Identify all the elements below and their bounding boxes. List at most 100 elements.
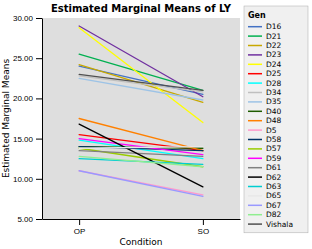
legend-label: D65 [266, 191, 282, 200]
legend-swatch [248, 139, 262, 141]
x-tick: OP [74, 219, 86, 236]
legend-title: Gen [248, 11, 266, 20]
legend-label: Vishala [266, 220, 293, 229]
x-tick-label: OP [74, 227, 86, 236]
chart-svg: 5.00 10.00 15.00 20.00 25.00 30.00 OP SO Estimat… [0, 0, 312, 249]
legend-label: D63 [266, 182, 282, 191]
legend-entry: D62 [248, 173, 282, 182]
legend-swatch [248, 120, 262, 122]
legend-label: D61 [266, 163, 282, 172]
legend-swatch [248, 176, 262, 178]
series-line [79, 147, 203, 149]
series-line [79, 139, 203, 155]
legend-swatch [248, 129, 262, 131]
series-line [79, 74, 203, 90]
y-tick-label: 15.00 [13, 135, 34, 144]
legend-label: D23 [266, 50, 282, 59]
y-tick-label: 20.00 [13, 94, 34, 103]
series-line [79, 65, 203, 103]
series-line [79, 124, 203, 187]
legend-entry: D25 [248, 69, 282, 78]
y-tick: 10.00 [13, 175, 42, 184]
x-tick-mark [203, 219, 204, 225]
legend-label: D62 [266, 173, 282, 182]
y-axis-line [42, 19, 43, 220]
x-axis: OP SO [43, 219, 241, 236]
legend-label: D22 [266, 41, 282, 50]
series-line [79, 54, 203, 90]
series-line [79, 156, 203, 166]
legend-label: D59 [266, 154, 282, 163]
plot: 5.00 10.00 15.00 20.00 25.00 30.00 OP SO [13, 14, 241, 236]
legend-swatch [248, 45, 262, 47]
y-tick: 30.00 [13, 14, 42, 23]
legend: GenD16D21D22D23D24D25D28D34D35D40D48D5D5… [244, 6, 308, 233]
legend-label: D24 [266, 60, 282, 69]
x-tick-label: SO [198, 227, 210, 236]
legend-entry: D35 [248, 97, 282, 106]
legend-label: D82 [266, 210, 282, 219]
legend-label: D25 [266, 69, 282, 78]
legend-label: D35 [266, 97, 282, 106]
chart-title: Estimated Marginal Means of LY [51, 3, 232, 14]
y-tick-mark [36, 18, 42, 19]
legend-entry: D61 [248, 163, 282, 172]
legend-swatch [248, 186, 262, 188]
legend-swatch [248, 54, 262, 56]
legend-label: D58 [266, 135, 282, 144]
legend-label: D28 [266, 79, 282, 88]
legend-entry: D22 [248, 41, 282, 50]
legend-box [244, 6, 308, 233]
series-line [79, 171, 203, 197]
series-line [79, 78, 203, 100]
legend-entry: D58 [248, 135, 282, 144]
legend-swatch [248, 73, 262, 75]
legend-swatch [248, 148, 262, 150]
legend-entry: D24 [248, 60, 282, 69]
legend-entry: D59 [248, 154, 282, 163]
y-tick: 25.00 [13, 54, 42, 63]
legend-label: D34 [266, 88, 282, 97]
lines [79, 26, 203, 196]
legend-entry: D34 [248, 88, 282, 97]
legend-entry: D82 [248, 210, 282, 219]
legend-swatch [248, 92, 262, 94]
legend-swatch [248, 35, 262, 37]
series-line [79, 28, 203, 123]
y-tick: 20.00 [13, 94, 42, 103]
legend-label: D57 [266, 144, 282, 153]
y-tick: 15.00 [13, 135, 42, 144]
legend-swatch [248, 158, 262, 160]
series-line [79, 148, 203, 166]
legend-entry: D5 [248, 126, 277, 135]
y-axis-title: Estimated Marginal Means [1, 59, 11, 178]
legend-swatch [248, 195, 262, 197]
y-tick-mark [36, 179, 42, 180]
legend-entry: D40 [248, 107, 282, 116]
chart-container: 5.00 10.00 15.00 20.00 25.00 30.00 OP SO Estimat… [0, 0, 312, 249]
legend-entry: D65 [248, 191, 282, 200]
legend-swatch [248, 101, 262, 103]
legend-entry: D67 [248, 201, 282, 210]
x-tick-mark [79, 219, 80, 225]
legend-label: D5 [266, 126, 277, 135]
legend-entry: D28 [248, 79, 282, 88]
legend-entry: D21 [248, 32, 282, 41]
legend-swatch [248, 223, 262, 225]
y-tick-mark [36, 58, 42, 59]
y-tick-label: 30.00 [13, 14, 34, 23]
y-tick-label: 25.00 [13, 54, 34, 63]
legend-swatch [248, 26, 262, 28]
legend-entry: D23 [248, 50, 282, 59]
legend-entry: D16 [248, 22, 282, 31]
legend-label: D67 [266, 201, 282, 210]
y-tick-label: 10.00 [13, 175, 34, 184]
series-line [79, 26, 203, 97]
legend-swatch [248, 214, 262, 216]
legend-swatch [248, 205, 262, 207]
y-tick-label: 5.00 [17, 215, 33, 224]
series-line [79, 119, 203, 151]
legend-entry: Vishala [248, 220, 293, 229]
y-tick-mark [36, 98, 42, 99]
legend-swatch [248, 111, 262, 113]
